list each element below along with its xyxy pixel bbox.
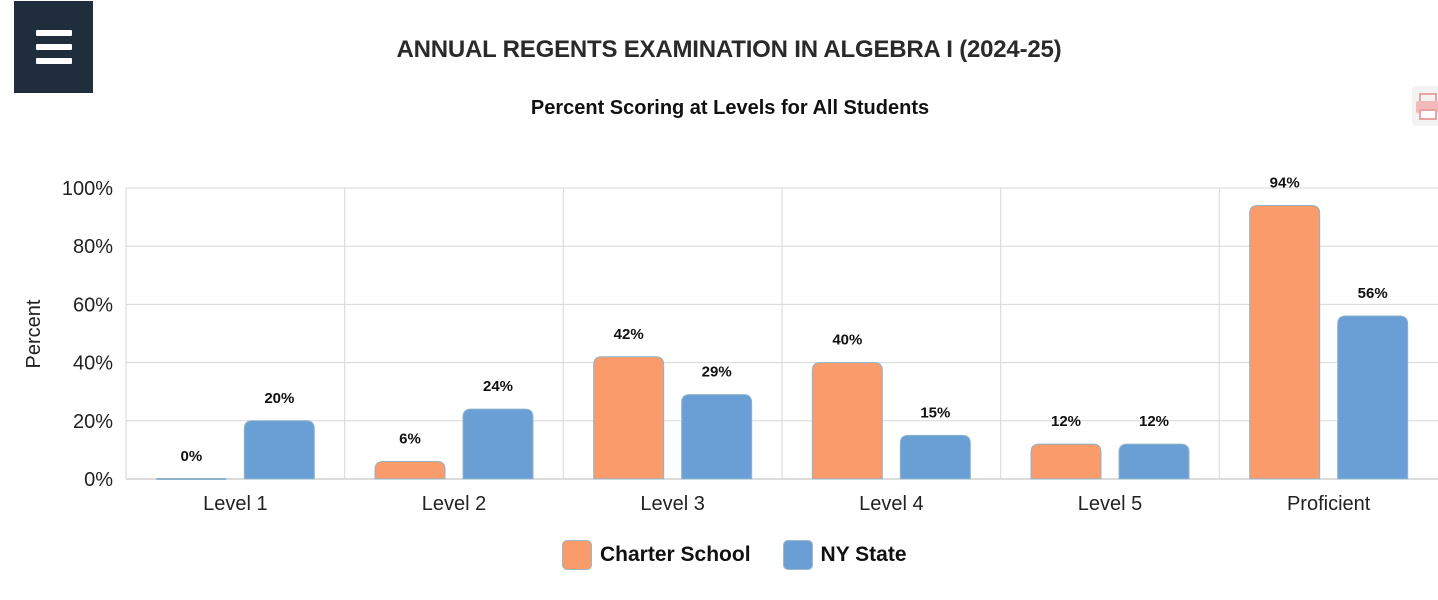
legend-swatch-charter-school [562,540,592,570]
y-axis-label: Percent [23,299,45,368]
legend-item-charter-school[interactable]: Charter School [562,540,751,570]
y-tick-label: 40% [73,353,113,375]
data-label-charter-school-proficient: 94% [1270,174,1300,191]
y-tick-label: 20% [73,411,113,433]
y-tick-label: 0% [84,469,113,491]
bar-charter-school-level-2[interactable] [374,461,446,480]
bar-charter-school-level-5[interactable] [1030,443,1102,480]
x-tick-label-level-1: Level 1 [203,493,268,515]
data-label-ny-state-level-5: 12% [1139,413,1169,430]
data-label-ny-state-level-1: 20% [264,390,294,407]
legend-item-ny-state[interactable]: NY State [782,540,907,570]
bar-charter-school-level-3[interactable] [593,356,665,480]
y-tick-label: 100% [62,178,113,200]
data-label-ny-state-level-4: 15% [920,404,950,421]
data-label-ny-state-level-3: 29% [702,364,732,381]
data-label-ny-state-proficient: 56% [1358,285,1388,302]
legend-label-charter-school: Charter School [600,543,751,566]
bar-ny-state-level-4[interactable] [899,434,971,480]
bar-charter-school-level-4[interactable] [811,362,883,480]
data-label-charter-school-level-2: 6% [399,431,421,448]
x-tick-label-level-2: Level 2 [422,493,487,515]
bar-charter-school-proficient[interactable] [1249,204,1321,480]
data-label-charter-school-level-5: 12% [1051,413,1081,430]
bar-ny-state-level-2[interactable] [462,408,534,480]
hamburger-menu-icon [36,30,72,64]
print-button[interactable] [1412,86,1438,126]
bar-ny-state-level-3[interactable] [681,394,753,480]
x-tick-label-proficient: Proficient [1287,493,1371,515]
data-label-charter-school-level-1: 0% [180,448,202,465]
data-label-charter-school-level-3: 42% [614,326,644,343]
bar-ny-state-level-5[interactable] [1118,443,1190,480]
x-tick-label-level-4: Level 4 [859,493,924,515]
menu-button[interactable] [14,1,93,93]
bar-ny-state-level-1[interactable] [243,420,315,480]
x-tick-label-level-3: Level 3 [640,493,705,515]
legend-label-ny-state: NY State [820,543,907,566]
print-icon [1416,93,1438,120]
y-tick-label: 80% [73,236,113,258]
data-label-ny-state-level-2: 24% [483,378,513,395]
data-label-charter-school-level-4: 40% [832,332,862,349]
chart-legend: Charter School NY State [562,540,939,570]
chart-subtitle: Percent Scoring at Levels for All Studen… [530,97,930,119]
y-tick-label: 60% [73,294,113,316]
x-tick-label-level-5: Level 5 [1078,493,1143,515]
bar-ny-state-proficient[interactable] [1337,315,1409,480]
legend-swatch-ny-state [782,540,813,570]
chart-title: ANNUAL REGENTS EXAMINATION IN ALGEBRA I … [396,36,1062,63]
